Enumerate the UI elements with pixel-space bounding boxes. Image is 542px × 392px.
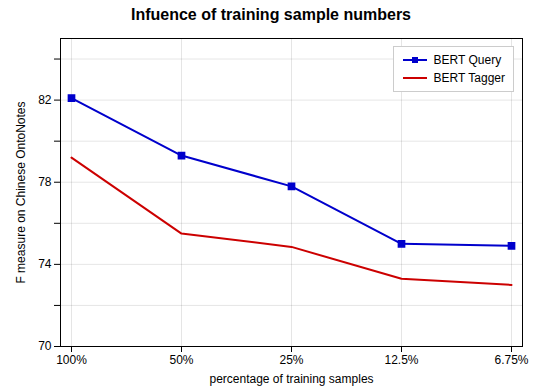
svg-text:6.75%: 6.75% [494, 353, 528, 367]
svg-text:50%: 50% [169, 353, 193, 367]
svg-text:70: 70 [38, 339, 52, 353]
html-text:BERT Tagger: BERT Tagger [433, 71, 505, 85]
svg-text:25%: 25% [279, 353, 303, 367]
svg-text:12.5%: 12.5% [384, 353, 418, 367]
svg-text:percentage of training samples: percentage of training samples [209, 372, 373, 386]
svg-text:100%: 100% [56, 353, 87, 367]
svg-text:74: 74 [38, 257, 52, 271]
svg-text:F measure on Chinese OntoNotes: F measure on Chinese OntoNotes [14, 101, 28, 283]
svg-text:82: 82 [38, 93, 52, 107]
html-text:Infuence of training sample nu: Infuence of training sample numbers [131, 6, 411, 23]
html-text:BERT Query: BERT Query [433, 53, 502, 67]
svg-text:78: 78 [38, 175, 52, 189]
